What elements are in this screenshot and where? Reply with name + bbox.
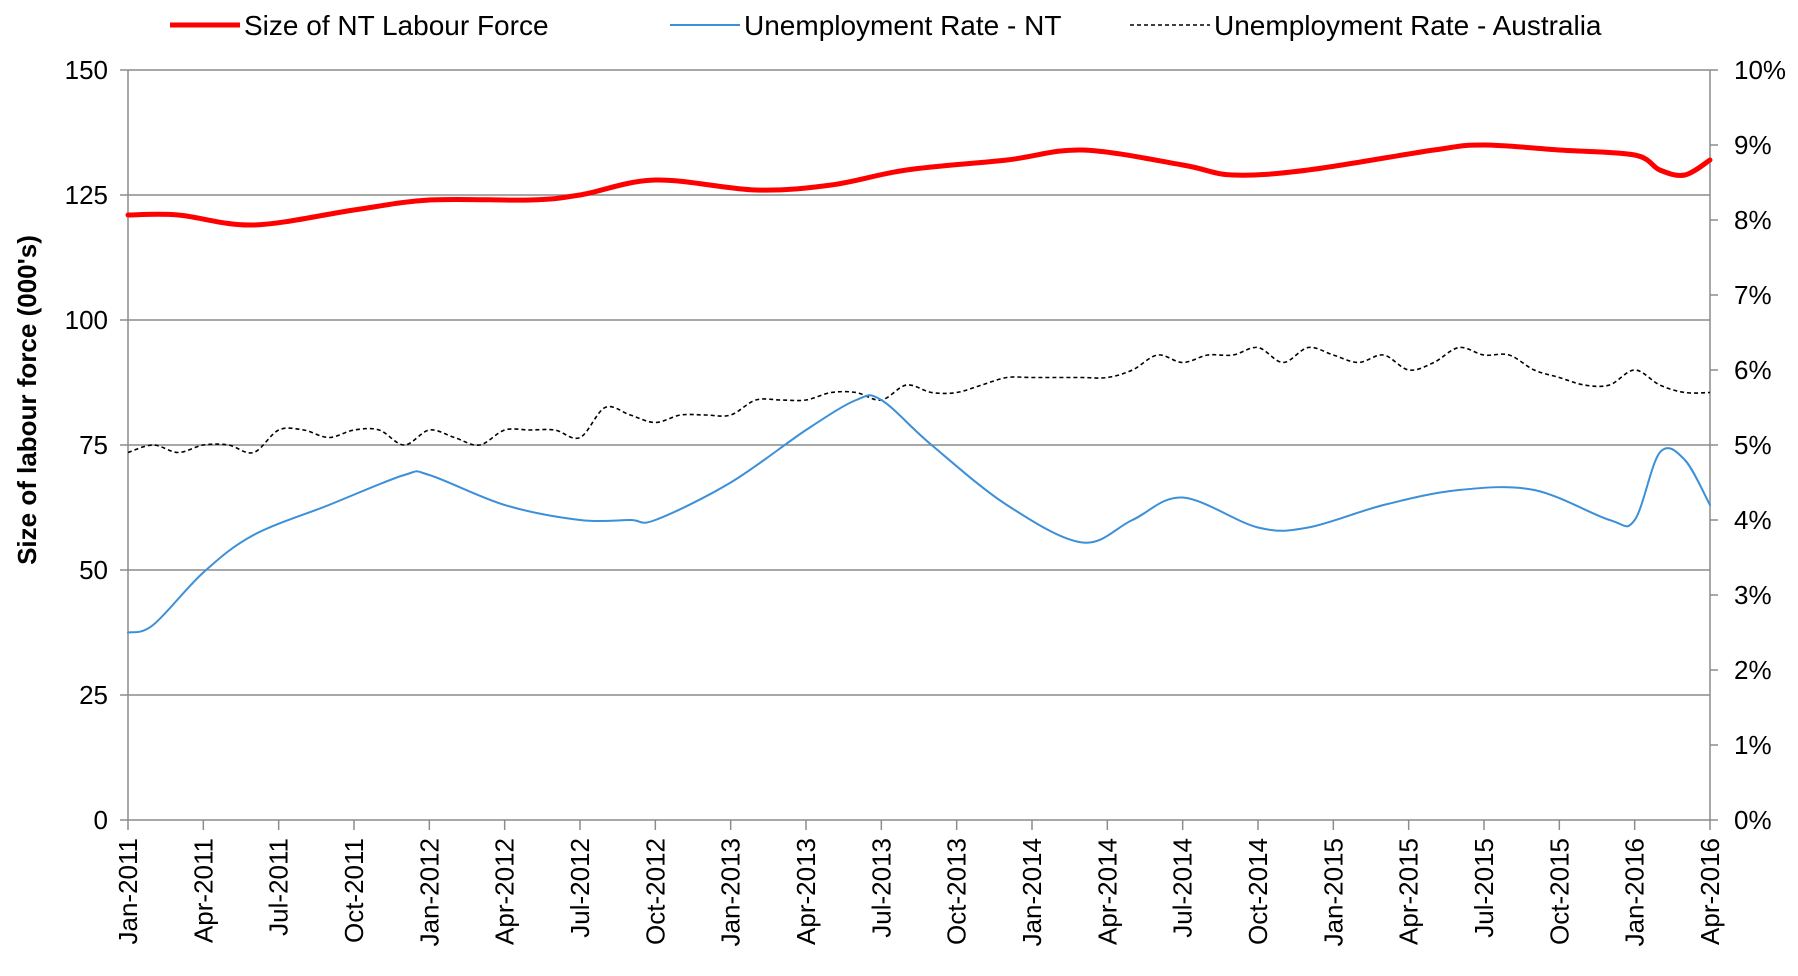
y-tick-label: 0 (94, 805, 108, 835)
legend: Size of NT Labour Force Unemployment Rate… (170, 10, 1602, 41)
legend-label: Unemployment Rate - Australia (1214, 10, 1602, 41)
y-tick-label: 50 (79, 555, 108, 585)
y2-tick-label: 4% (1734, 505, 1772, 535)
y-axis-title: Size of labour force (000's) (12, 235, 42, 565)
x-tick-label: Jan-2012 (414, 838, 444, 946)
y2-tick-label: 10% (1734, 55, 1786, 85)
y-tick-label: 100 (65, 305, 108, 335)
y2-tick-label: 5% (1734, 430, 1772, 460)
x-tick-label: Jan-2015 (1318, 838, 1348, 946)
x-tick-label: Apr-2015 (1394, 838, 1424, 945)
x-tick-label: Oct-2011 (339, 838, 369, 943)
y2-tick-label: 7% (1734, 280, 1772, 310)
x-tick-label: Jul-2012 (565, 838, 595, 938)
y2-tick-label: 6% (1734, 355, 1772, 385)
y-tick-label: 25 (79, 680, 108, 710)
y2-tick-label: 2% (1734, 655, 1772, 685)
x-tick-label: Jul-2011 (264, 838, 294, 936)
x-tick-label: Jul-2015 (1469, 838, 1499, 938)
x-tick-label: Apr-2011 (188, 838, 218, 943)
grid-layer (128, 69, 1710, 696)
y2-tick-label: 8% (1734, 205, 1772, 235)
labour-force-line (125, 142, 1713, 228)
x-tick-label: Oct-2015 (1544, 838, 1574, 945)
y2-tick-label: 9% (1734, 130, 1772, 160)
x-tick-label: Oct-2014 (1243, 838, 1273, 945)
x-tick-label: Oct-2012 (640, 838, 670, 945)
y-tick-label: 75 (79, 430, 108, 460)
y-tick-label: 125 (65, 180, 108, 210)
y2-tick-label: 1% (1734, 730, 1772, 760)
y-tick-label: 150 (65, 55, 108, 85)
x-tick-label: Jan-2016 (1620, 838, 1650, 946)
x-tick-label: Apr-2013 (791, 838, 821, 945)
legend-label: Unemployment Rate - NT (744, 10, 1061, 41)
x-tick-label: Apr-2012 (490, 838, 520, 945)
x-tick-label: Apr-2016 (1695, 838, 1725, 945)
y2-tick-label: 3% (1734, 580, 1772, 610)
x-tick-label: Jul-2013 (866, 838, 896, 938)
series-layer (125, 142, 1713, 634)
x-tick-label: Jul-2014 (1168, 838, 1198, 938)
unemployment-australia-line (127, 346, 1711, 454)
legend-label: Size of NT Labour Force (244, 10, 549, 41)
unemployment-nt-line (127, 394, 1711, 634)
x-tick-label: Jan-2011 (113, 838, 143, 945)
x-tick-label: Jan-2014 (1017, 838, 1047, 946)
x-tick-label: Oct-2013 (942, 838, 972, 945)
x-tick-label: Jan-2013 (716, 838, 746, 946)
y2-tick-label: 0% (1734, 805, 1772, 835)
axis-layer: 0 25 50 75 100 125 150 0% 1% 2% 3% 4% 5% 6% 7% 8% 9% 10% J… (65, 55, 1786, 946)
x-tick-label: Apr-2014 (1092, 838, 1122, 945)
